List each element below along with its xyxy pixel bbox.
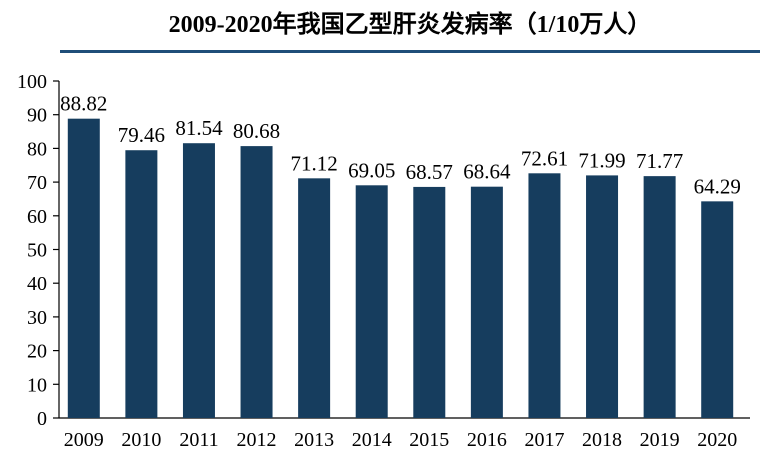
- chart-title: 2009-2020年我国乙型肝炎发病率（1/10万人）: [168, 12, 652, 38]
- data-label: 71.77: [636, 149, 683, 173]
- bar-2018: [586, 175, 619, 418]
- x-tick-label: 2017: [524, 429, 564, 451]
- bar-2009: [67, 118, 100, 418]
- bar-2020: [701, 201, 734, 418]
- data-label: 68.64: [463, 160, 511, 184]
- bar-2017: [528, 173, 561, 418]
- x-tick-label: 2019: [640, 429, 680, 451]
- bar-2016: [470, 186, 503, 418]
- y-tick-label: 10: [27, 374, 47, 396]
- bar-2012: [240, 146, 273, 418]
- y-tick-label: 90: [27, 105, 47, 127]
- title-underline: [60, 50, 760, 53]
- x-tick-label: 2010: [121, 429, 161, 451]
- data-label: 64.29: [694, 174, 741, 198]
- y-tick-label: 0: [37, 408, 47, 430]
- bar-2019: [643, 176, 676, 418]
- bar-2010: [125, 150, 158, 419]
- y-tick-label: 70: [27, 172, 47, 194]
- data-label: 72.61: [521, 146, 568, 170]
- data-label: 68.57: [406, 160, 453, 184]
- x-tick-label: 2015: [409, 429, 449, 451]
- y-tick-label: 80: [27, 138, 47, 160]
- data-label: 80.68: [233, 119, 280, 143]
- y-tick-label: 40: [27, 273, 47, 295]
- y-tick-label: 20: [27, 341, 47, 363]
- x-tick-label: 2011: [179, 429, 218, 451]
- bar-2015: [413, 186, 446, 418]
- y-tick-label: 50: [27, 240, 47, 262]
- data-label: 81.54: [175, 116, 223, 140]
- data-label: 79.46: [118, 123, 165, 147]
- data-label: 71.99: [578, 148, 625, 172]
- data-label: 69.05: [348, 158, 395, 182]
- x-tick-label: 2014: [352, 429, 392, 451]
- data-label: 88.82: [60, 92, 107, 116]
- x-tick-label: 2009: [64, 429, 104, 451]
- x-tick-label: 2018: [582, 429, 622, 451]
- x-tick-label: 2016: [467, 429, 507, 451]
- bar-2013: [298, 178, 331, 418]
- y-tick-label: 60: [27, 206, 47, 228]
- bar-2014: [355, 185, 388, 418]
- data-label: 71.12: [291, 151, 338, 175]
- x-tick-label: 2013: [294, 429, 334, 451]
- y-tick-label: 100: [17, 71, 47, 93]
- x-tick-label: 2012: [237, 429, 277, 451]
- y-tick-label: 30: [27, 307, 47, 329]
- bar-2011: [182, 143, 215, 418]
- x-tick-label: 2020: [697, 429, 737, 451]
